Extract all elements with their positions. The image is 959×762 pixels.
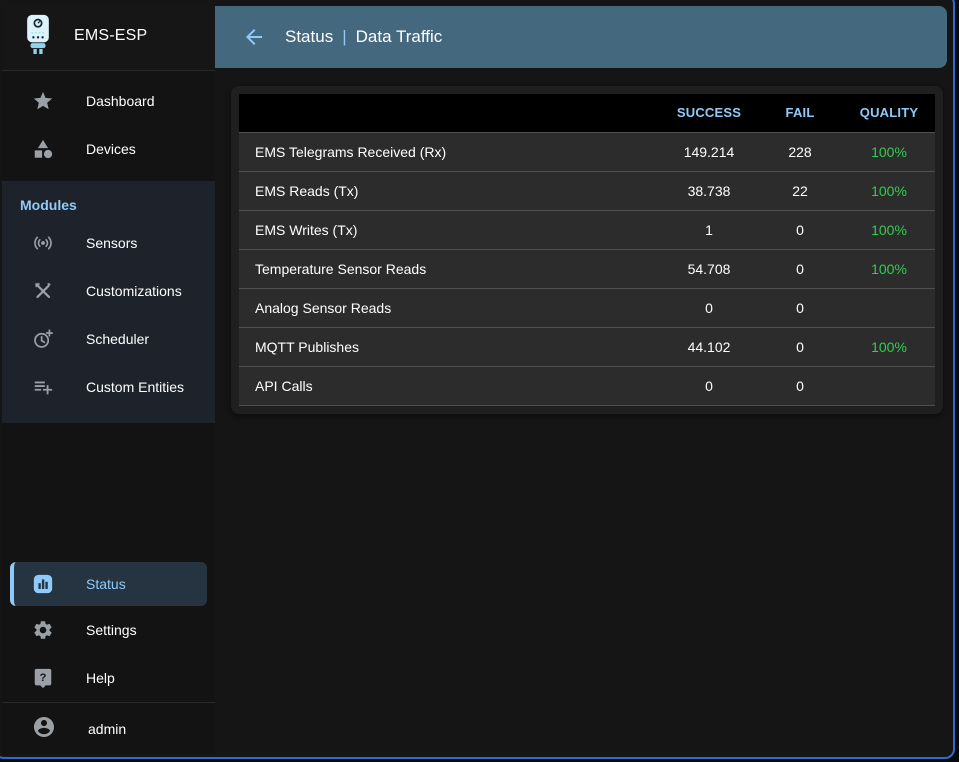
user-label: admin [88,721,127,737]
playlist-add-icon [32,376,54,398]
arrow-back-icon [246,29,262,45]
cell-fail: 0 [757,248,843,288]
cell-quality: 100% [843,326,935,366]
sidebar-item-scheduler[interactable]: Scheduler [2,315,215,363]
col-fail: FAIL [757,94,843,132]
cell-quality: 100% [843,209,935,249]
cell-success: 1 [661,209,757,249]
cell-fail: 22 [757,170,843,210]
data-traffic-card: SUCCESS FAIL QUALITY EMS Telegrams Recei… [231,86,943,414]
cell-success: 0 [661,287,757,327]
construction-icon [32,280,54,302]
sidebar-item-help[interactable]: ? Help [2,654,215,702]
content: SUCCESS FAIL QUALITY EMS Telegrams Recei… [215,68,951,755]
boiler-logo-icon [18,12,58,61]
table-row: API Calls 0 0 [239,365,935,406]
cell-name: API Calls [239,365,661,406]
main-area: Status | Data Traffic [215,2,951,755]
sidebar-item-label: Devices [86,141,136,157]
sidebar-item-devices[interactable]: Devices [2,125,215,173]
table-row: MQTT Publishes 44.102 0 100% [239,326,935,366]
brand-title: EMS-ESP [74,27,148,44]
cell-name: Temperature Sensor Reads [239,248,661,288]
sidebar: EMS-ESP Dashboard Devices Modules Sensors… [2,2,215,755]
category-icon [32,138,54,160]
cell-fail: 0 [757,287,843,327]
cell-name: EMS Reads (Tx) [239,170,661,210]
table-row: EMS Telegrams Received (Rx) 149.214 228 100… [239,131,935,171]
cell-quality: 100% [843,248,935,288]
sidebar-divider [2,70,215,71]
sidebar-item-label: Custom Entities [86,379,185,395]
cell-quality: 100% [843,170,935,210]
page-title: Status | Data Traffic [285,27,442,47]
col-quality: QUALITY [843,94,935,132]
table-row: Temperature Sensor Reads 54.708 0 100% [239,248,935,288]
table-header-row: SUCCESS FAIL QUALITY [239,94,935,132]
gear-icon [32,619,54,641]
cell-name: Analog Sensor Reads [239,287,661,327]
analytics-icon [32,573,54,595]
cell-success: 54.708 [661,248,757,288]
cell-name: MQTT Publishes [239,326,661,366]
sidebar-item-label: Sensors [86,235,138,251]
table-row: Analog Sensor Reads 0 0 [239,287,935,327]
cell-success: 149.214 [661,131,757,171]
cell-quality [843,287,935,327]
svg-text:?: ? [40,672,47,684]
sidebar-item-label: Help [86,670,115,686]
modules-section-label: Modules [20,197,77,213]
sidebar-item-custom-entities[interactable]: Custom Entities [2,363,215,411]
sidebar-item-customizations[interactable]: Customizations [2,267,215,315]
star-icon [32,90,54,112]
sidebar-user-divider [2,702,215,703]
page-title-page: Data Traffic [355,27,443,46]
sidebar-bottom-nav: Status Settings? Help [2,562,215,702]
sidebar-item-admin[interactable]: admin [2,703,215,755]
cell-quality [843,365,935,406]
sidebar-item-settings[interactable]: Settings [2,606,215,654]
sidebar-item-label: Status [86,576,126,592]
help-icon: ? [32,667,54,689]
cell-quality: 100% [843,131,935,171]
cell-name: EMS Telegrams Received (Rx) [239,131,661,171]
cell-success: 44.102 [661,326,757,366]
cell-success: 38.738 [661,170,757,210]
cell-fail: 228 [757,131,843,171]
sidebar-item-label: Customizations [86,283,182,299]
sidebar-item-status[interactable]: Status [10,562,207,606]
table-row: EMS Writes (Tx) 1 0 100% [239,209,935,249]
appbar: Status | Data Traffic [215,6,947,68]
back-button[interactable] [237,20,271,54]
cell-fail: 0 [757,209,843,249]
data-traffic-table: SUCCESS FAIL QUALITY EMS Telegrams Recei… [239,94,935,406]
sidebar-item-label: Settings [86,622,137,638]
sidebar-spacer [2,423,215,562]
brand: EMS-ESP [2,2,215,70]
sidebar-item-dashboard[interactable]: Dashboard [2,77,215,125]
sidebar-item-label: Scheduler [86,331,150,347]
sensors-icon [32,232,54,254]
cell-fail: 0 [757,365,843,406]
cell-name: EMS Writes (Tx) [239,209,661,249]
account-icon [32,715,56,744]
sidebar-main-nav: Dashboard Devices [2,71,215,181]
scheduler-icon [32,328,54,350]
col-success: SUCCESS [661,94,757,132]
sidebar-item-label: Dashboard [86,93,155,109]
table-row: EMS Reads (Tx) 38.738 22 100% [239,170,935,210]
col-name [239,94,661,132]
cell-success: 0 [661,365,757,406]
page-title-section: Status [285,27,334,46]
sidebar-item-sensors[interactable]: Sensors [2,219,215,267]
cell-fail: 0 [757,326,843,366]
sidebar-modules-section: Modules Sensors Customizations Scheduler Cu… [2,181,215,423]
page-title-separator: | [342,27,347,46]
